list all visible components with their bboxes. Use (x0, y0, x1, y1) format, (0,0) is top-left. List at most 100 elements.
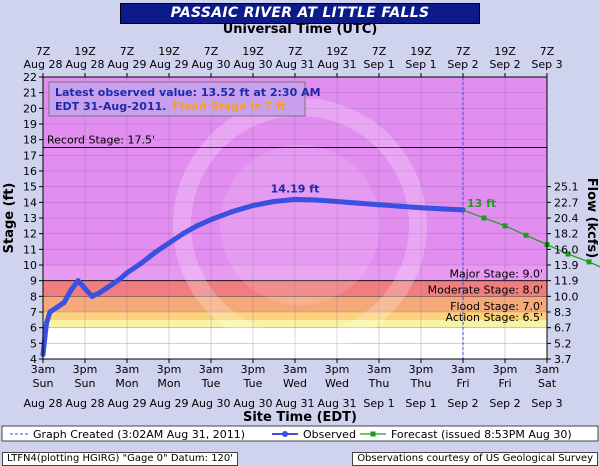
watermark-disc (220, 145, 380, 305)
edt-tick-date: Aug 28 (24, 397, 63, 410)
observed-point (334, 198, 340, 205)
observed-point (208, 216, 214, 223)
observed-point (54, 304, 60, 310)
flow-tick-label: 8.3 (554, 306, 572, 319)
edt-tick-day: Wed (283, 377, 307, 390)
edt-tick-day: Tue (243, 377, 263, 390)
edt-tick-hour: 3pm (409, 363, 434, 376)
utc-tick-hour: 19Z (494, 45, 516, 58)
flow-tick-label: 3.7 (554, 353, 572, 366)
flood-stage-label: Flood Stage: 7.0' (450, 300, 543, 313)
action-stage-label: Action Stage: 6.5' (446, 311, 543, 324)
edt-tick-day: Fri (456, 377, 469, 390)
edt-tick-date: Aug 28 (66, 397, 105, 410)
footer-credit: Observations courtesy of US Geological S… (352, 452, 598, 466)
chart-title: PASSAIC RIVER AT LITTLE FALLS (120, 3, 480, 24)
utc-tick-date: Sep 3 (531, 58, 562, 71)
legend-box (1, 425, 599, 442)
observed-point (166, 240, 172, 246)
utc-tick-date: Aug 30 (234, 58, 273, 71)
observed-point (103, 285, 109, 292)
edt-tick-day: Thu (410, 377, 432, 390)
observed-point (47, 309, 53, 315)
edt-tick-day: Wed (325, 377, 349, 390)
observed-point (194, 223, 200, 229)
observed-point (292, 196, 298, 202)
flow-tick-label: 16.0 (554, 243, 579, 256)
info-box-line2: EDT 31-Aug-2011. Flood Stage is 7 ft (55, 100, 286, 113)
edt-tick-hour: 3am (367, 363, 391, 376)
legend-graph-created-label: Graph Created (3:02AM Aug 31, 2011) (33, 428, 245, 441)
stage-tick-label: 18 (23, 134, 37, 147)
utc-tick-date: Sep 1 (363, 58, 394, 71)
grid-lines (42, 76, 548, 360)
observed-point (68, 287, 74, 293)
edt-tick-hour: 3am (31, 363, 55, 376)
legend-observed-marker (282, 431, 288, 437)
observed-point (152, 249, 158, 256)
edt-tick-day: Sun (33, 377, 54, 390)
edt-tick-hour: 3pm (157, 363, 182, 376)
edt-tick-date: Sep 3 (531, 397, 562, 410)
forecast-point (502, 223, 508, 229)
stage-tick-label: 13 (23, 212, 37, 225)
observed-point (110, 281, 116, 287)
utc-tick-date: Aug 29 (150, 58, 189, 71)
observed-point (229, 209, 235, 215)
utc-tick-date: Aug 28 (24, 58, 63, 71)
forecast-point (523, 232, 529, 238)
forecast-point (565, 251, 571, 257)
stage-tick-label: 17 (23, 149, 37, 162)
major-stage-label: Major Stage: 9.0' (449, 268, 543, 281)
utc-tick-date: Sep 1 (405, 58, 436, 71)
edt-tick-hour: 3am (535, 363, 559, 376)
observed-point (397, 203, 403, 209)
utc-tick-date: Aug 28 (66, 58, 105, 71)
stage-tick-label: 4 (30, 353, 37, 366)
edt-tick-date: Aug 30 (192, 397, 231, 410)
observed-point (313, 197, 319, 203)
stage-tick-label: 15 (23, 181, 37, 194)
utc-tick-hour: 19Z (158, 45, 180, 58)
observed-point (75, 278, 81, 284)
observed-point (180, 231, 186, 237)
edt-tick-date: Aug 29 (150, 397, 189, 410)
edt-tick-hour: 3pm (493, 363, 518, 376)
flow-tick-label: 6.7 (554, 322, 572, 335)
stage-tick-label: 20 (23, 102, 37, 115)
stage-tick-label: 19 (23, 118, 37, 131)
legend: Graph Created (3:02AM Aug 31, 2011) Obser… (1, 425, 599, 442)
utc-tick-date: Aug 30 (192, 58, 231, 71)
flow-tick-label: 11.9 (554, 275, 579, 288)
bottom-axis-title: Site Time (EDT) (243, 410, 357, 425)
observed-point (460, 207, 466, 213)
info-box-date: EDT 31-Aug-2011. (55, 100, 166, 113)
edt-tick-date: Sep 1 (405, 397, 436, 410)
forecast-point (586, 259, 592, 265)
axes (39, 73, 551, 363)
forecast-value-label: 13 ft (467, 197, 496, 210)
utc-tick-hour: 7Z (36, 45, 51, 58)
stage-tick-label: 10 (23, 259, 37, 272)
utc-tick-date: Sep 2 (489, 58, 520, 71)
edt-tick-date: Aug 30 (234, 397, 273, 410)
edt-tick-day: Tue (201, 377, 221, 390)
info-box (48, 81, 306, 117)
edt-tick-day: Fri (498, 377, 511, 390)
utc-tick-hour: 7Z (288, 45, 303, 58)
utc-tick-hour: 19Z (74, 45, 96, 58)
peak-value-label: 14.19 ft (271, 182, 320, 195)
stage-tick-label: 16 (23, 165, 37, 178)
flow-tick-label: 10.0 (554, 290, 579, 303)
flow-tick-label: 18.2 (554, 228, 579, 241)
edt-tick-date: Aug 31 (318, 397, 357, 410)
edt-tick-hour: 3pm (73, 363, 98, 376)
footer-datum: LTFN4(plotting HGIRG) "Gage 0" Datum: 12… (2, 452, 239, 466)
legend-forecast-label: Forecast (issued 8:53PM Aug 30) (391, 428, 572, 441)
edt-tick-day: Thu (368, 377, 390, 390)
utc-tick-hour: 19Z (410, 45, 432, 58)
utc-tick-hour: 7Z (372, 45, 387, 58)
right-axis-title: Flow (kcfs) (584, 178, 599, 258)
info-box-line1: Latest observed value: 13.52 ft at 2:30 … (55, 86, 321, 99)
edt-tick-day: Mon (115, 377, 138, 390)
